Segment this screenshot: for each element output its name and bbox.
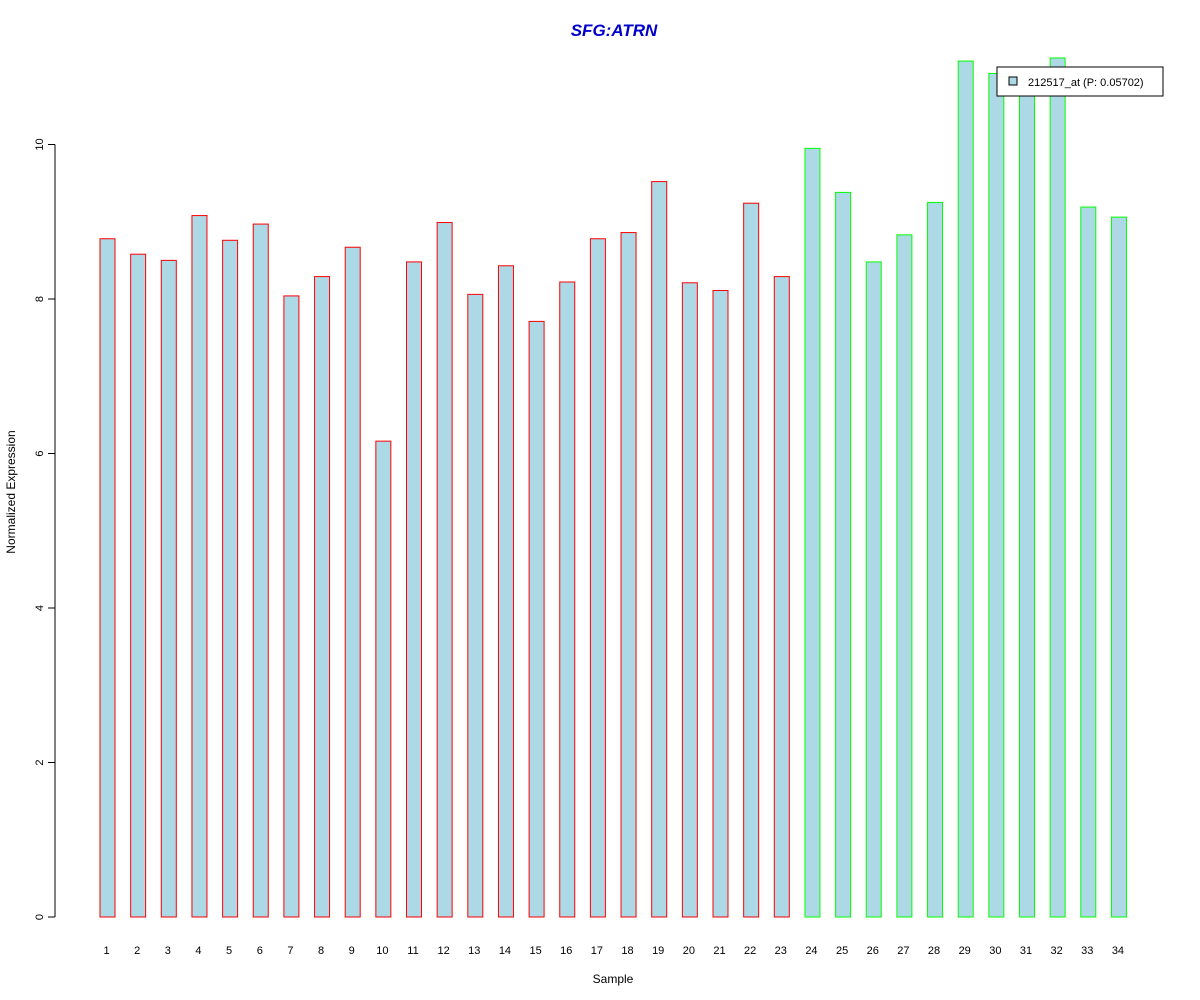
x-tick-label: 28 (928, 945, 940, 957)
y-tick-label: 10 (34, 138, 46, 150)
bar-sample-19 (651, 181, 668, 918)
x-tick-label: 32 (1051, 945, 1063, 957)
x-tick-label: 4 (195, 945, 201, 957)
x-tick-label: 5 (226, 945, 232, 957)
y-tick-label: 6 (34, 450, 46, 456)
bar-sample-21 (712, 290, 729, 918)
legend: 212517_at (P: 0.05702) (996, 66, 1164, 97)
x-tick-label: 6 (257, 945, 263, 957)
bar-sample-24 (804, 147, 821, 918)
bars (99, 57, 1127, 918)
y-axis-label: Normalized Expression (4, 430, 18, 553)
bar-sample-28 (927, 201, 944, 918)
bar-sample-14 (497, 265, 514, 918)
y-tick-label: 2 (34, 759, 46, 765)
x-tick-label: 15 (529, 945, 541, 957)
legend-label: 212517_at (P: 0.05702) (1028, 77, 1144, 89)
bar-sample-5 (222, 239, 239, 918)
x-tick-label: 21 (713, 945, 725, 957)
x-tick-label: 20 (683, 945, 695, 957)
x-tick-label: 11 (407, 945, 418, 957)
bar-sample-29 (957, 60, 974, 918)
x-tick-label: 8 (318, 945, 324, 957)
legend-box (996, 66, 1164, 97)
x-tick-label: 27 (897, 945, 909, 957)
bar-sample-32 (1049, 57, 1066, 918)
bar-sample-30 (988, 72, 1005, 918)
x-tick-label: 13 (468, 945, 480, 957)
x-tick-label: 14 (499, 945, 511, 957)
x-tick-label: 23 (775, 945, 787, 957)
bar-sample-10 (375, 440, 392, 918)
x-tick-label: 2 (134, 945, 140, 957)
chart-title: SFG:ATRN (571, 21, 658, 40)
y-axis: 0 2 4 6 8 10 (34, 138, 56, 920)
bar-sample-27 (896, 234, 913, 918)
x-tick-label: 12 (438, 945, 450, 957)
bar-sample-31 (1019, 89, 1035, 918)
bar-sample-33 (1080, 206, 1097, 918)
x-tick-label: 10 (376, 945, 388, 957)
bar-sample-18 (620, 232, 637, 918)
x-tick-label: 7 (287, 945, 293, 957)
bar-sample-13 (467, 293, 484, 918)
bar-sample-25 (835, 191, 852, 918)
x-tick-label: 34 (1112, 945, 1124, 957)
bar-sample-1 (99, 238, 116, 918)
bar-sample-17 (589, 238, 606, 918)
legend-swatch (1008, 76, 1018, 86)
x-tick-label: 18 (621, 945, 633, 957)
bar-sample-4 (191, 215, 208, 918)
x-tick-label: 29 (959, 945, 971, 957)
x-axis-label: Sample (593, 972, 634, 986)
x-tick-label: 24 (805, 945, 817, 957)
bar-sample-20 (681, 282, 698, 918)
bar-sample-6 (252, 223, 269, 918)
bar-sample-8 (314, 276, 331, 918)
bar-sample-12 (436, 222, 453, 918)
x-tick-label: 25 (836, 945, 848, 957)
bar-sample-26 (865, 261, 882, 918)
bar-sample-34 (1110, 216, 1127, 918)
bar-sample-22 (743, 202, 760, 918)
y-tick-label: 4 (34, 605, 46, 611)
bar-sample-11 (406, 261, 422, 918)
x-tick-label: 31 (1020, 945, 1032, 957)
x-tick-label: 16 (560, 945, 572, 957)
x-tick-labels: 1 2 3 4 5 6 7 8 9 10 11 12 13 14 15 16 17 18 19 20 21 22 23 24 2… (103, 945, 1124, 957)
x-tick-label: 1 (103, 945, 109, 957)
bar-sample-9 (344, 246, 361, 918)
x-tick-label: 33 (1081, 945, 1093, 957)
bar-sample-23 (773, 276, 790, 918)
y-tick-label: 8 (34, 296, 46, 302)
bar-sample-7 (283, 295, 300, 918)
x-tick-label: 3 (165, 945, 171, 957)
x-tick-label: 9 (349, 945, 355, 957)
x-tick-label: 30 (989, 945, 1001, 957)
x-tick-label: 26 (867, 945, 879, 957)
bar-sample-15 (528, 320, 545, 918)
bar-sample-3 (160, 259, 177, 918)
y-tick-label: 0 (34, 914, 46, 920)
x-tick-label: 19 (652, 945, 664, 957)
x-tick-label: 17 (591, 945, 603, 957)
x-tick-label: 22 (744, 945, 756, 957)
bar-sample-16 (559, 281, 576, 918)
bar-sample-2 (130, 253, 147, 918)
